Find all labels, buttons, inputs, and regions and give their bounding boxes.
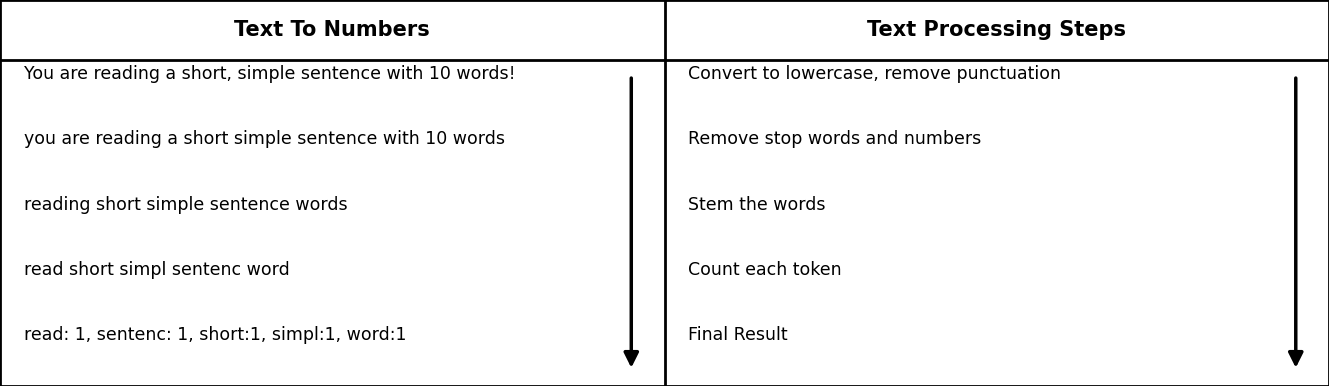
Text: read: 1, sentenc: 1, short:1, simpl:1, word:1: read: 1, sentenc: 1, short:1, simpl:1, w… — [24, 326, 407, 344]
Text: Text Processing Steps: Text Processing Steps — [868, 20, 1126, 40]
Text: reading short simple sentence words: reading short simple sentence words — [24, 196, 348, 213]
Text: Remove stop words and numbers: Remove stop words and numbers — [688, 130, 982, 148]
Text: Text To Numbers: Text To Numbers — [234, 20, 431, 40]
Text: You are reading a short, simple sentence with 10 words!: You are reading a short, simple sentence… — [24, 65, 516, 83]
Text: you are reading a short simple sentence with 10 words: you are reading a short simple sentence … — [24, 130, 505, 148]
Text: read short simpl sentenc word: read short simpl sentenc word — [24, 261, 290, 279]
Text: Final Result: Final Result — [688, 326, 788, 344]
Text: Count each token: Count each token — [688, 261, 843, 279]
Text: Convert to lowercase, remove punctuation: Convert to lowercase, remove punctuation — [688, 65, 1062, 83]
Text: Stem the words: Stem the words — [688, 196, 825, 213]
